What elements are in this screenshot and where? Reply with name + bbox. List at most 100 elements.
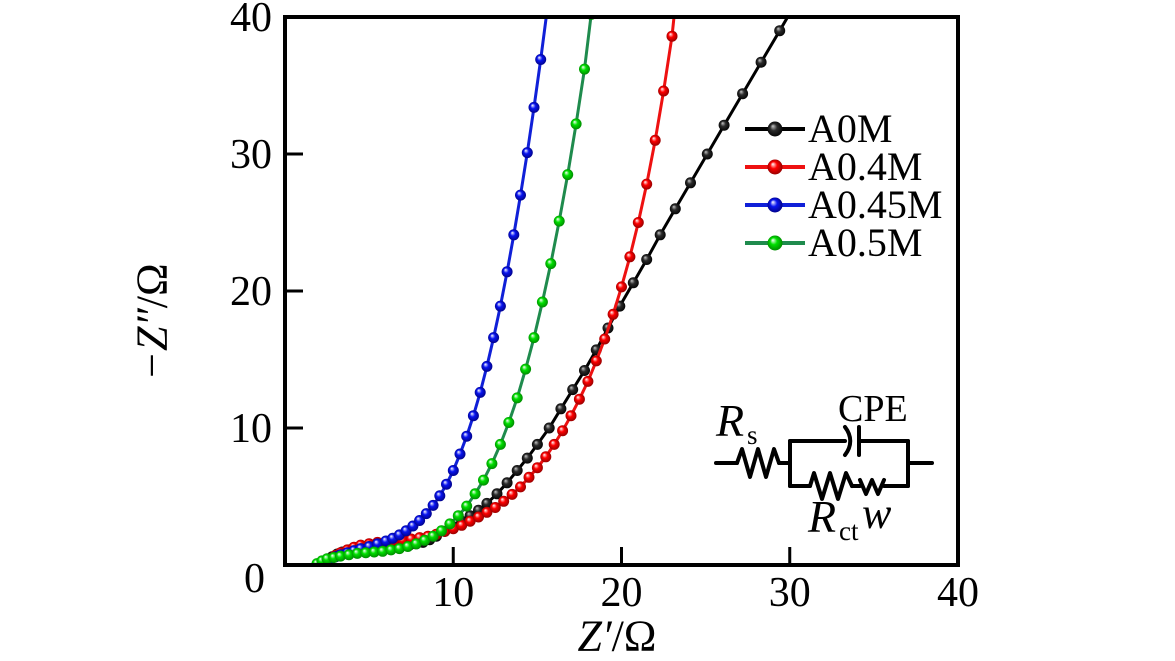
series-a0m-marker (579, 365, 590, 376)
series-a0.45m-marker (481, 360, 493, 372)
y-tick-label-10: 10 (230, 406, 272, 452)
legend-label: A0.4M (808, 144, 923, 189)
rs-sub-label: s (747, 420, 758, 450)
series-a0.45m-marker (528, 101, 540, 113)
series-a0.4m (319, 17, 678, 565)
series-a0.5m-marker (528, 332, 540, 344)
series-a0.5m-marker (385, 544, 397, 556)
warburg-symbol (858, 478, 886, 496)
legend-swatch (745, 197, 805, 213)
series-a0.4m-marker (498, 495, 510, 507)
series-a0.5m-marker (520, 363, 532, 375)
series-a0.45m-marker (508, 229, 520, 241)
series-a0m (316, 17, 790, 565)
series-a0.5m-marker (461, 500, 473, 512)
series-a0.4m-marker (506, 488, 518, 500)
series-a0.5m-marker (368, 546, 380, 558)
series-a0.4m-marker (582, 375, 594, 387)
legend-marker (767, 235, 783, 251)
x-tick-label-10: 10 (432, 570, 474, 616)
series-a0.5m-line (316, 17, 593, 565)
series-a0.45m-line (324, 17, 548, 565)
series-a0.45m-marker (535, 54, 547, 65)
y-tick-label-20: 20 (230, 269, 272, 315)
series-a0m-marker (654, 229, 666, 241)
series-a0.45m-marker (447, 465, 459, 476)
series-a0.4m-marker (599, 333, 611, 345)
series-a0m-marker (774, 25, 786, 37)
series-a0.45m-marker (454, 448, 466, 460)
series-a0.45m-marker (441, 478, 452, 490)
series-a0.4m-marker (624, 251, 636, 263)
legend-label: A0.45M (808, 182, 943, 227)
series-a0.5m-marker (553, 215, 565, 227)
series-a0.45m-marker (434, 490, 446, 502)
series-a0m-marker (555, 403, 567, 415)
tick-labels: 10 20 30 40 0 10 20 30 40 (230, 0, 979, 616)
series-a0.4m-marker (590, 355, 602, 367)
equivalent-circuit-labels: R s CPE R ct w (715, 388, 908, 546)
series-a0m-marker (531, 438, 543, 450)
series-a0.45m-marker (414, 515, 426, 526)
series-a0.45m-marker (467, 410, 479, 422)
series-a0.5m-marker (478, 474, 489, 486)
series-a0m-marker (669, 203, 681, 215)
series-a0.5m-marker (393, 543, 405, 555)
series-a0.45m-marker (488, 332, 500, 344)
series-a0.4m-marker (515, 481, 526, 493)
cpe-label: CPE (838, 388, 908, 430)
series-a0.45m-marker (474, 386, 486, 398)
series-a0.5m-marker (469, 488, 481, 500)
series-a0m-marker (521, 452, 533, 464)
y-axis-label-unit: /Ω (127, 263, 177, 309)
series-a0.4m-marker (531, 462, 543, 474)
series-a0.5m-marker (570, 118, 582, 130)
series-a0.5m-marker (360, 547, 372, 559)
plot-frame (283, 15, 960, 567)
series-a0.5m-marker (436, 525, 447, 537)
legend-item-a0m: A0M (742, 109, 942, 149)
legend-marker (767, 197, 783, 213)
series-a0m-marker (481, 497, 493, 509)
x-axis-label-symbol: Z′ (577, 611, 612, 661)
series-a0.5m-marker (410, 538, 422, 550)
series-a0.4m-marker (666, 30, 678, 42)
legend-marker (767, 121, 783, 137)
series-a0m-marker (737, 88, 749, 100)
series-a0.45m-marker (494, 300, 506, 312)
series-a0.4m-marker (489, 502, 501, 513)
series-a0.45m-marker (515, 189, 526, 201)
series-a0.4m-marker (481, 506, 493, 518)
x-tick-label-30: 30 (769, 570, 811, 616)
series-a0.5m-marker (494, 438, 506, 450)
series-a0m-marker (685, 177, 696, 189)
series-a0.45m-marker (427, 499, 439, 511)
y-tick-label-30: 30 (230, 132, 272, 178)
series-a0m-marker (755, 56, 767, 68)
series-a0.4m-marker (607, 308, 619, 320)
series-a0m-marker (501, 477, 513, 489)
series-a0.45m-marker (501, 266, 513, 278)
legend-item-a0.4m: A0.4M (742, 144, 942, 189)
series-a0m-line (321, 17, 790, 565)
y-tick-label-0: 0 (244, 556, 265, 602)
rct-label: R (807, 491, 836, 542)
series-a0m-marker (543, 422, 555, 434)
y-axis-label: −Z″/Ω (127, 263, 178, 380)
series-a0.5m-marker (377, 545, 389, 557)
series-a0.45m-marker (542, 2, 553, 13)
series-a0.5m-marker (562, 169, 574, 181)
series-a0.4m-marker (548, 438, 560, 450)
legend-marker (767, 159, 783, 175)
resistor-rs-symbol (735, 447, 781, 479)
series-a0.4m-marker (632, 217, 644, 228)
series-a0.4m-marker (641, 178, 653, 190)
series-a0m-marker (641, 254, 653, 265)
series-a0.4m-marker (523, 471, 535, 483)
rct-sub-label: ct (839, 516, 859, 546)
legend-swatch (745, 235, 805, 251)
x-tick-label-40: 40 (937, 570, 979, 616)
series-a0.5m-marker (536, 296, 548, 308)
series-a0.4m-marker (456, 519, 468, 531)
